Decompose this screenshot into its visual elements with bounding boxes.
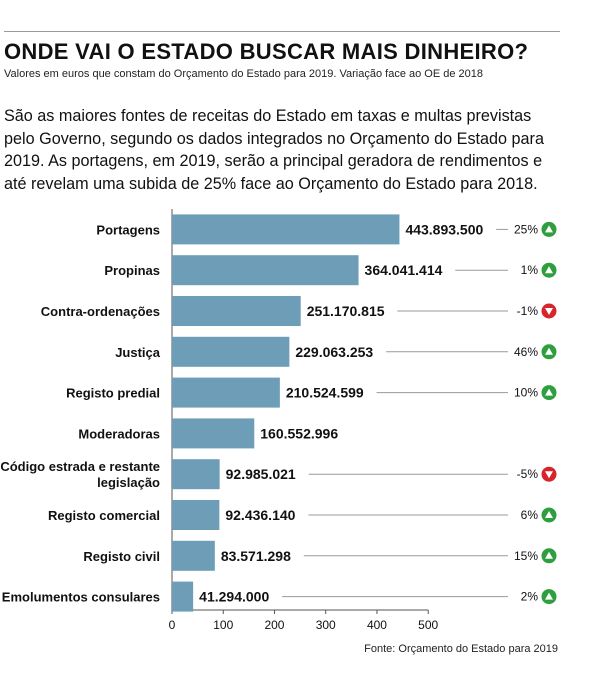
value-label: 92.985.021 <box>226 466 296 482</box>
bar <box>172 500 220 530</box>
category-label: Registo comercial <box>48 508 160 523</box>
bar <box>172 214 400 245</box>
category-label: Propinas <box>104 263 160 278</box>
up-triangle-glyph <box>545 388 553 396</box>
x-tick-label: 200 <box>264 618 284 632</box>
variation-label: -5% <box>517 467 539 481</box>
category-label: Justiça <box>115 345 161 360</box>
bar <box>172 459 220 490</box>
value-label: 210.524.599 <box>286 385 364 401</box>
variation-label: 25% <box>514 222 538 236</box>
bar <box>172 255 359 286</box>
value-label: 229.063.253 <box>295 344 373 360</box>
bar <box>172 336 290 367</box>
bar <box>172 296 301 326</box>
top-divider <box>4 31 560 32</box>
bar <box>172 377 280 408</box>
category-label: Contra-ordenações <box>41 304 160 319</box>
variation-label: 6% <box>521 508 539 522</box>
up-triangle-glyph <box>545 592 553 600</box>
intro-paragraph: São as maiores fontes de receitas do Est… <box>4 107 544 193</box>
x-tick-label: 0 <box>169 618 176 632</box>
value-label: 41.294.000 <box>199 589 269 605</box>
bar <box>172 418 255 449</box>
value-label: 251.170.815 <box>307 303 385 319</box>
category-label: Moderadoras <box>78 426 160 441</box>
up-triangle-glyph <box>545 225 553 233</box>
bar <box>172 540 215 571</box>
up-triangle-glyph <box>545 551 553 559</box>
variation-label: 1% <box>521 263 539 277</box>
variation-label: 15% <box>514 549 538 563</box>
x-tick-label: 100 <box>213 618 233 632</box>
up-triangle-glyph <box>545 511 553 518</box>
x-tick-label: 500 <box>418 618 438 632</box>
x-tick-label: 300 <box>316 618 336 632</box>
source-note: Fonte: Orçamento do Estado para 2019 <box>364 643 558 655</box>
x-tick-label: 400 <box>367 618 387 632</box>
category-label: Registo civil <box>83 549 160 564</box>
category-label: Código estrada e restante legislação <box>0 459 160 490</box>
chart-subtitle: Valores em euros que constam do Orçament… <box>4 68 483 80</box>
value-label: 160.552.996 <box>260 425 338 441</box>
chart-title: ONDE VAI O ESTADO BUSCAR MAIS DINHEIRO? <box>4 39 529 64</box>
value-label: 83.571.298 <box>221 548 291 564</box>
category-label: Registo predial <box>66 386 160 401</box>
down-triangle-glyph <box>545 471 553 479</box>
category-label: Portagens <box>96 222 160 237</box>
up-triangle-glyph <box>545 347 553 355</box>
variation-label: 46% <box>514 345 538 359</box>
value-label: 443.893.500 <box>405 221 483 237</box>
value-label: 92.436.140 <box>225 507 295 523</box>
down-triangle-glyph <box>545 308 553 315</box>
up-triangle-glyph <box>545 266 553 274</box>
value-label: 364.041.414 <box>365 262 443 278</box>
variation-label: -1% <box>517 304 539 318</box>
variation-label: 2% <box>521 590 539 604</box>
category-label: Emolumentos consulares <box>2 590 160 605</box>
variation-label: 10% <box>514 386 538 400</box>
bar <box>172 581 194 612</box>
